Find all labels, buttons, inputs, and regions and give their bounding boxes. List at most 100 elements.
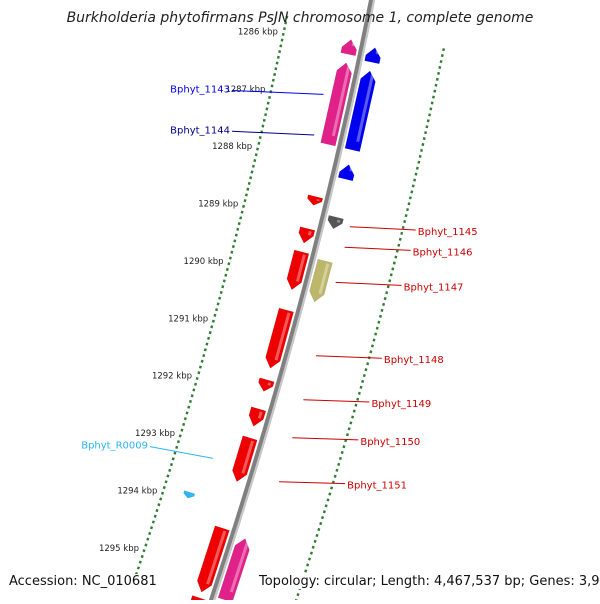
scale-dot-left xyxy=(176,446,177,449)
scale-dot-right xyxy=(364,374,365,377)
scale-dot-right xyxy=(340,457,341,460)
scale-dot-right xyxy=(337,469,338,471)
scale-dot-right xyxy=(367,363,368,366)
scale-dot-left xyxy=(237,228,238,231)
scale-dot-right xyxy=(427,126,428,129)
scale-dot-left xyxy=(250,177,251,180)
scale-dot-right xyxy=(307,564,308,567)
scale-dot-left xyxy=(219,297,220,300)
scale-dot-right xyxy=(362,380,363,383)
scale-dot-right xyxy=(389,280,390,283)
label-leader-line xyxy=(303,400,369,402)
scale-dot-left xyxy=(205,349,206,352)
gene-label: Bphyt_1143 xyxy=(170,84,230,95)
map-title: Burkholderia phytofirmans PsJN chromosom… xyxy=(0,10,600,26)
scale-dot-left xyxy=(208,337,209,340)
scale-dot-left xyxy=(213,320,214,323)
scale-dot-right xyxy=(344,445,345,448)
scale-dot-right xyxy=(431,108,432,111)
scale-dot-left xyxy=(227,268,228,271)
scale-dot-left xyxy=(282,39,283,42)
scale-dot-right xyxy=(377,327,378,330)
scale-dot-left xyxy=(249,182,250,185)
scale-dot-right xyxy=(421,149,422,152)
scale-dot-right xyxy=(342,451,343,454)
scale-dot-right xyxy=(311,552,312,555)
gene-feature-shade xyxy=(269,383,270,386)
scale-dot-right xyxy=(385,297,386,300)
gene-label: Bphyt_1144 xyxy=(170,125,230,136)
scale-dot-right xyxy=(328,499,329,501)
scale-dot-left xyxy=(180,435,181,438)
scale-dot-left xyxy=(195,383,196,386)
label-leader-line xyxy=(316,356,382,359)
gene-label: Bphyt_1151 xyxy=(347,481,407,492)
scale-tick-label: 1294 kbp xyxy=(117,486,157,496)
scale-dot-right xyxy=(419,161,420,164)
gene-label: Bphyt_1147 xyxy=(404,282,464,293)
scale-dot-right xyxy=(424,137,425,140)
scale-dot-left xyxy=(274,73,275,76)
scale-dot-right xyxy=(379,321,380,324)
scale-dot-right xyxy=(329,493,330,496)
scale-dot-left xyxy=(253,165,254,168)
scale-dot-right xyxy=(371,351,372,354)
scale-dot-left xyxy=(279,50,280,53)
gene-feature-shade xyxy=(377,50,378,54)
scale-dot-right xyxy=(309,558,310,560)
scale-dot-left xyxy=(144,550,145,552)
scale-dot-right xyxy=(372,345,373,348)
label-leader-line xyxy=(232,131,314,135)
scale-dot-right xyxy=(305,570,306,573)
scale-dot-right xyxy=(322,516,323,519)
scale-dot-right xyxy=(317,534,318,537)
scale-dot-right xyxy=(338,463,339,466)
label-leader-line xyxy=(150,447,213,459)
scale-dot-left xyxy=(281,45,282,48)
scale-dot-right xyxy=(435,90,436,93)
scale-dot-left xyxy=(188,406,189,409)
gene-feature-shade xyxy=(338,220,339,223)
gene-feature xyxy=(338,165,354,181)
scale-dot-right xyxy=(331,487,332,490)
scale-dot-left xyxy=(267,108,268,111)
scale-dot-right xyxy=(356,404,357,407)
scale-dot-left xyxy=(159,504,160,507)
scale-dot-left xyxy=(203,354,204,357)
scale-dot-left xyxy=(222,285,223,288)
scale-dot-left xyxy=(229,263,230,266)
scale-tick-label: 1291 kbp xyxy=(168,314,208,324)
scale-dot-right xyxy=(351,422,352,425)
scale-dot-right xyxy=(349,428,350,431)
scale-dot-right xyxy=(406,214,407,217)
gene-feature-shade xyxy=(259,412,261,419)
gene-feature xyxy=(307,195,322,206)
scale-dot-left xyxy=(138,567,139,569)
scale-dot-left xyxy=(166,481,167,483)
scale-dot-left xyxy=(226,274,227,277)
scale-dot-right xyxy=(433,96,434,99)
scale-tick-label: 1288 kbp xyxy=(212,142,252,152)
scale-dot-left xyxy=(149,532,150,535)
scale-dot-left xyxy=(232,251,233,254)
scale-dot-right xyxy=(436,84,437,87)
label-leader-line xyxy=(350,227,416,230)
scale-dot-right xyxy=(391,274,392,277)
scale-dot-left xyxy=(187,412,188,415)
scale-dot-right xyxy=(375,333,376,336)
scale-dot-left xyxy=(151,527,152,530)
scale-dot-left xyxy=(268,102,269,105)
scale-dot-left xyxy=(200,366,201,369)
scale-dot-left xyxy=(157,509,158,511)
scale-dot-left xyxy=(273,79,274,82)
scale-dot-left xyxy=(235,240,236,243)
scale-dot-left xyxy=(257,148,258,151)
scale-dot-right xyxy=(410,197,411,200)
scale-dot-right xyxy=(394,262,395,265)
scale-dot-left xyxy=(269,96,270,99)
scale-dot-left xyxy=(169,469,170,472)
scale-dot-right xyxy=(420,155,421,158)
scale-tick-label: 1289 kbp xyxy=(198,200,238,210)
scale-dot-left xyxy=(207,343,208,346)
